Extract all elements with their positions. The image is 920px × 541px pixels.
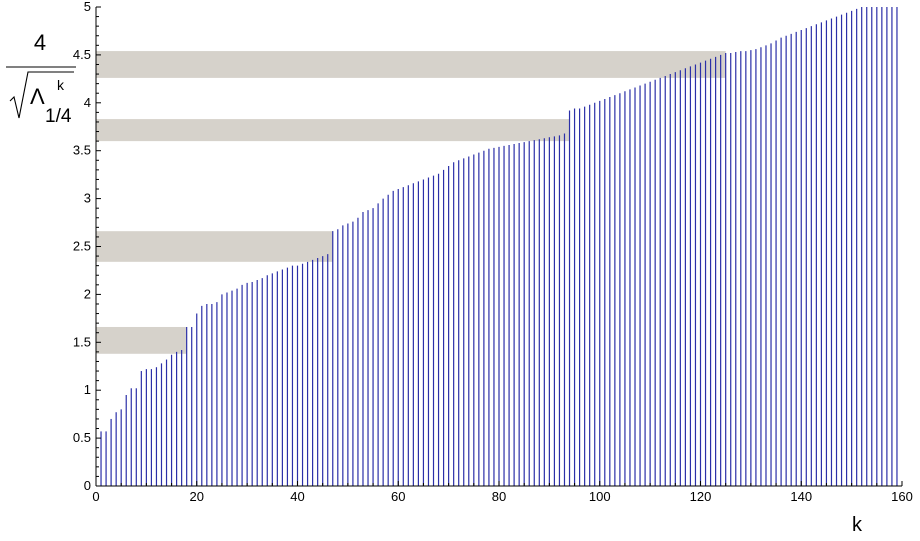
y-tick-label: 0.5 xyxy=(73,430,91,445)
y-tick-label: 0 xyxy=(84,478,91,493)
x-tick-label: 20 xyxy=(190,489,204,504)
y-axis-label-radical-sign xyxy=(9,71,74,119)
highlight-band xyxy=(96,231,333,262)
y-axis-label-subscript: 1/4 xyxy=(45,106,72,127)
y-axis-label-numerator: 4 xyxy=(34,30,46,55)
x-tick-label: 120 xyxy=(690,489,712,504)
highlight-bands xyxy=(96,51,726,354)
x-tick-label: 80 xyxy=(492,489,506,504)
highlight-band xyxy=(96,326,187,354)
highlight-band xyxy=(96,119,570,142)
y-tick-label: 1 xyxy=(84,382,91,397)
x-axis-ticks: 0 20 40 60 80 100 120 140 160 xyxy=(92,481,913,504)
x-tick-label: 100 xyxy=(589,489,611,504)
y-tick-label: 1.5 xyxy=(73,334,91,349)
x-tick-label: 160 xyxy=(891,489,913,504)
x-tick-label: 40 xyxy=(290,489,304,504)
y-axis-label: 4 Λ k 1/4 xyxy=(6,30,76,127)
x-tick-label: 140 xyxy=(790,489,812,504)
y-axis-ticks: 0 0.5 1 1.5 2 2.5 3 3.5 4 4.5 5 xyxy=(73,0,101,493)
bar-series xyxy=(100,7,898,486)
x-tick-label: 60 xyxy=(391,489,405,504)
y-tick-label: 4.5 xyxy=(73,47,91,62)
y-tick-label: 3.5 xyxy=(73,143,91,158)
highlight-band xyxy=(96,51,726,78)
y-tick-label: 5 xyxy=(84,0,91,14)
y-tick-label: 3 xyxy=(84,191,91,206)
x-tick-label: 0 xyxy=(92,489,99,504)
y-tick-label: 4 xyxy=(84,95,91,110)
y-tick-label: 2 xyxy=(84,286,91,301)
y-axis-label-lambda: Λ xyxy=(30,84,45,109)
x-axis-label: k xyxy=(852,514,863,536)
y-axis-label-superscript: k xyxy=(57,77,65,93)
y-tick-label: 2.5 xyxy=(73,239,91,254)
